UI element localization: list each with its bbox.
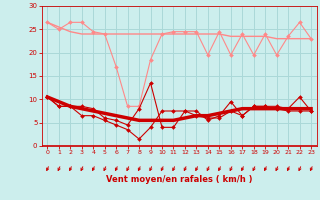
X-axis label: Vent moyen/en rafales ( km/h ): Vent moyen/en rafales ( km/h ) xyxy=(106,175,252,184)
